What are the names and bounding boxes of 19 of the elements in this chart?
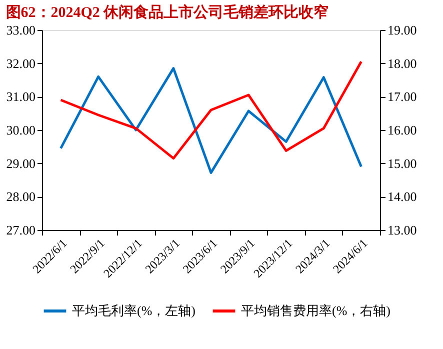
y2-tick-label: 15.00	[388, 156, 417, 171]
y-tick-label: 30.00	[6, 122, 36, 138]
y2-tick-label: 17.00	[388, 89, 417, 104]
y2-tick-label: 19.00	[388, 22, 417, 38]
y2-tick-label: 14.00	[388, 189, 417, 204]
legend-label: 平均销售费用率(%，右轴)	[241, 303, 390, 318]
y-tick-label: 33.00	[6, 22, 36, 38]
y2-tick-label: 18.00	[388, 56, 417, 71]
y-tick-label: 28.00	[6, 189, 36, 204]
y-tick-label: 29.00	[6, 156, 36, 171]
y2-tick-label: 13.00	[388, 222, 417, 238]
y-tick-label: 27.00	[6, 222, 36, 238]
legend-label: 平均毛利率(%，左轴)	[72, 303, 196, 318]
y2-tick-label: 16.00	[388, 122, 417, 138]
chart-title: 图62：2024Q2 休闲食品上市公司毛销差环比收窄	[6, 3, 329, 21]
y-tick-label: 31.00	[6, 89, 36, 104]
y-tick-label: 32.00	[6, 56, 36, 71]
line-series	[60, 67, 362, 174]
line-series	[60, 60, 362, 160]
